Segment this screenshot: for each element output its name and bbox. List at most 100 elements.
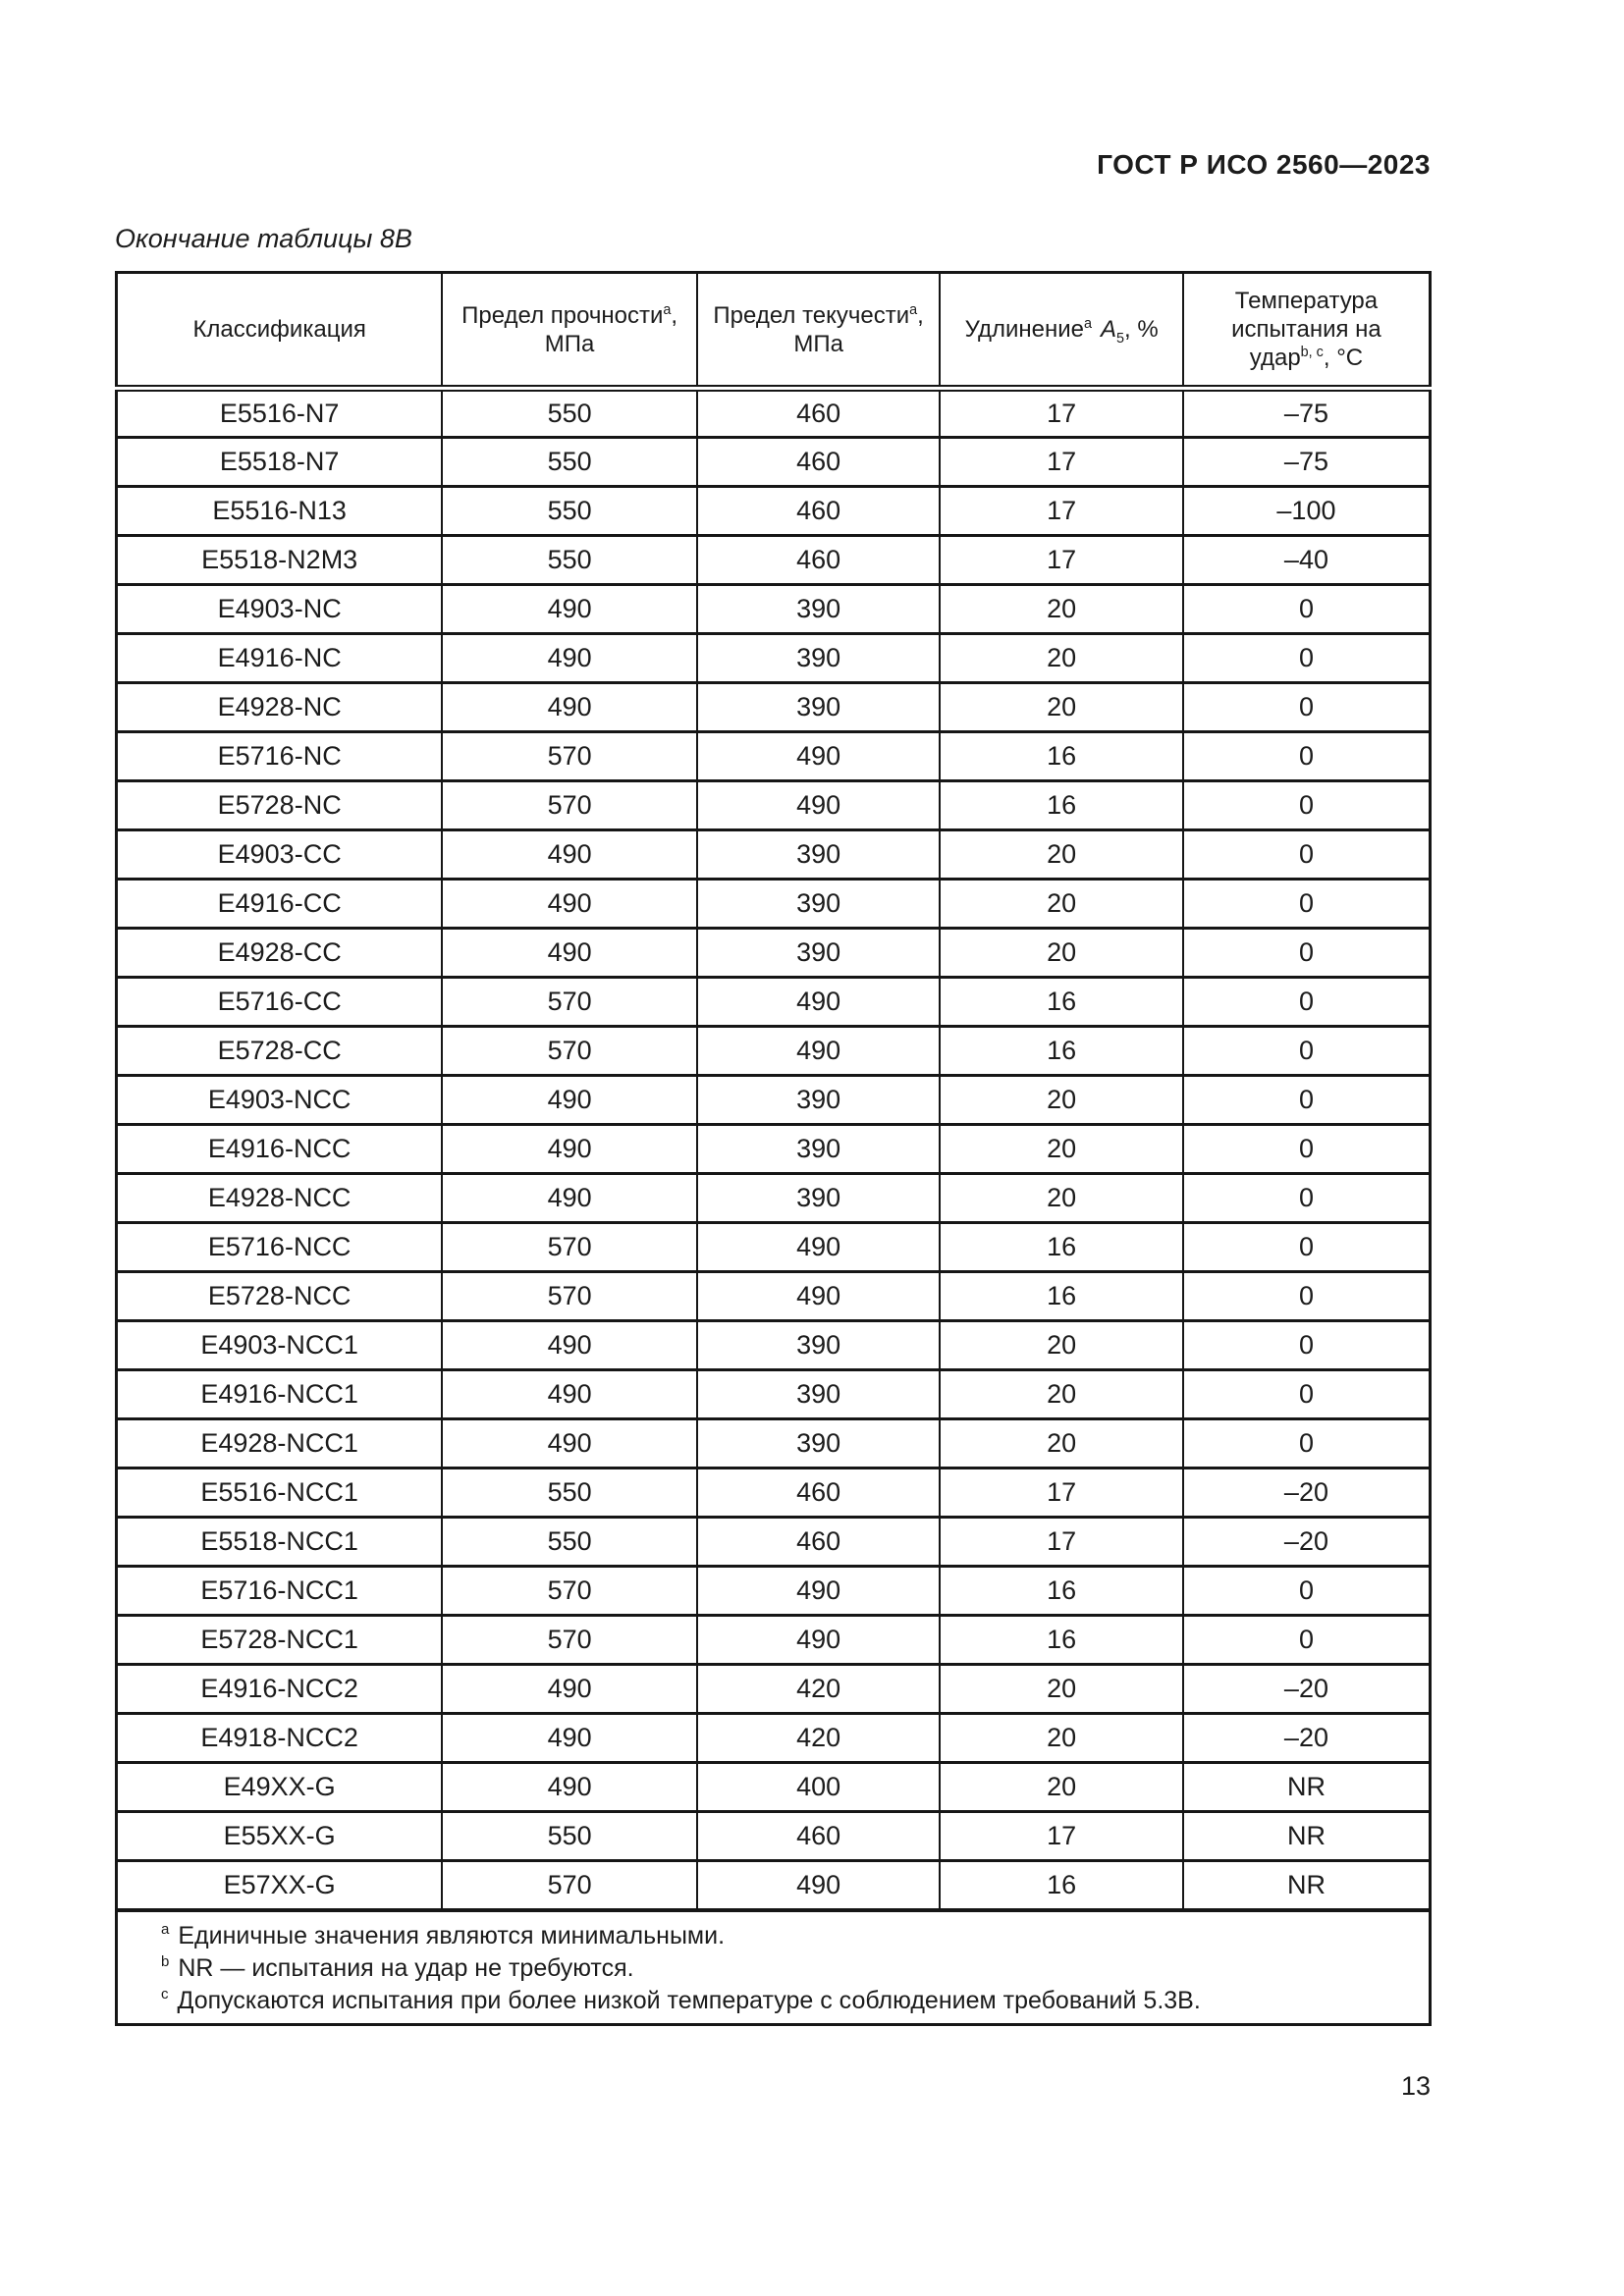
cell-yield-strength: 460	[695, 1810, 942, 1862]
document-header: ГОСТ Р ИСО 2560—2023	[1097, 149, 1431, 180]
cell-tensile-strength: 490	[441, 1319, 698, 1371]
cell-yield-strength: 460	[695, 1467, 942, 1519]
cell-classification: E5518-N7	[115, 436, 444, 488]
table-row: E4928-NCC 490 390 20 0	[115, 1172, 1432, 1224]
cell-impact-temperature: 0	[1181, 583, 1432, 635]
cell-impact-temperature: 0	[1181, 1319, 1432, 1371]
cell-impact-temperature: 0	[1181, 1368, 1432, 1420]
cell-yield-strength: 390	[695, 878, 942, 930]
cell-tensile-strength: 490	[441, 681, 698, 733]
cell-elongation: 16	[939, 1025, 1184, 1077]
cell-tensile-strength: 490	[441, 583, 698, 635]
cell-tensile-strength: 550	[441, 485, 698, 537]
cell-impact-temperature: –100	[1181, 485, 1432, 537]
cell-elongation: 16	[939, 1859, 1184, 1911]
cell-elongation: 17	[939, 436, 1184, 488]
cell-classification: E4903-NCC1	[115, 1319, 444, 1371]
cell-impact-temperature: 0	[1181, 828, 1432, 881]
cell-classification: E5516-NCC1	[115, 1467, 444, 1519]
cell-yield-strength: 490	[695, 1859, 942, 1911]
table-row: E5728-NC 570 490 16 0	[115, 779, 1432, 831]
cell-tensile-strength: 570	[441, 1614, 698, 1666]
cell-elongation: 16	[939, 1270, 1184, 1322]
table-row: E5516-N7 550 460 17 –75	[115, 387, 1432, 439]
cell-yield-strength: 460	[695, 485, 942, 537]
cell-impact-temperature: 0	[1181, 1614, 1432, 1666]
cell-classification: E4916-NC	[115, 632, 444, 684]
cell-classification: E4928-NC	[115, 681, 444, 733]
table-row: E4916-CC 490 390 20 0	[115, 878, 1432, 930]
cell-tensile-strength: 550	[441, 387, 698, 439]
cell-elongation: 17	[939, 1810, 1184, 1862]
cell-elongation: 20	[939, 1417, 1184, 1469]
table-row: E4928-NC 490 390 20 0	[115, 681, 1432, 733]
cell-tensile-strength: 570	[441, 1565, 698, 1617]
table-row: E4928-NCC1 490 390 20 0	[115, 1417, 1432, 1469]
cell-classification: E5716-NC	[115, 730, 444, 782]
cell-elongation: 17	[939, 1467, 1184, 1519]
cell-tensile-strength: 490	[441, 1712, 698, 1764]
cell-elongation: 20	[939, 1761, 1184, 1813]
cell-yield-strength: 390	[695, 1074, 942, 1126]
cell-elongation: 20	[939, 681, 1184, 733]
cell-yield-strength: 460	[695, 1516, 942, 1568]
col-header-tensile-strength: Предел прочностиa, МПа	[441, 271, 698, 392]
cell-elongation: 17	[939, 387, 1184, 439]
page-number: 13	[1400, 2071, 1431, 2101]
cell-tensile-strength: 490	[441, 632, 698, 684]
footnote-text: Единичные значения являются минимальными…	[178, 1921, 726, 1949]
cell-yield-strength: 420	[695, 1712, 942, 1764]
cell-impact-temperature: 0	[1181, 779, 1432, 831]
table-header-row: Классификация Предел прочностиa, МПа Пре…	[115, 271, 1432, 392]
cell-yield-strength: 400	[695, 1761, 942, 1813]
cell-tensile-strength: 550	[441, 1467, 698, 1519]
cell-classification: E4916-NCC	[115, 1123, 444, 1175]
table-row: E4916-NCC2 490 420 20 –20	[115, 1663, 1432, 1715]
table-row: E5518-N7 550 460 17 –75	[115, 436, 1432, 488]
table-row: E5728-NCC1 570 490 16 0	[115, 1614, 1432, 1666]
cell-elongation: 16	[939, 976, 1184, 1028]
col-header-impact-temperature: Температура испытания на ударb, c, °C	[1181, 271, 1432, 392]
table-row: E4903-NC 490 390 20 0	[115, 583, 1432, 635]
table-8b-continuation: Классификация Предел прочностиa, МПа Пре…	[115, 271, 1432, 2026]
cell-elongation: 20	[939, 1712, 1184, 1764]
cell-classification: E4928-NCC	[115, 1172, 444, 1224]
cell-yield-strength: 490	[695, 730, 942, 782]
cell-tensile-strength: 490	[441, 1172, 698, 1224]
cell-tensile-strength: 550	[441, 436, 698, 488]
table-row: E49XX-G 490 400 20 NR	[115, 1761, 1432, 1813]
cell-classification: E5728-NCC1	[115, 1614, 444, 1666]
table-row: E4903-NCC1 490 390 20 0	[115, 1319, 1432, 1371]
table-row: E55XX-G 550 460 17 NR	[115, 1810, 1432, 1862]
cell-yield-strength: 490	[695, 1565, 942, 1617]
table-row: E5716-CC 570 490 16 0	[115, 976, 1432, 1028]
cell-tensile-strength: 570	[441, 1221, 698, 1273]
cell-elongation: 20	[939, 1368, 1184, 1420]
cell-impact-temperature: –20	[1181, 1516, 1432, 1568]
cell-classification: E4928-NCC1	[115, 1417, 444, 1469]
cell-impact-temperature: 0	[1181, 976, 1432, 1028]
cell-impact-temperature: 0	[1181, 632, 1432, 684]
cell-tensile-strength: 490	[441, 1123, 698, 1175]
cell-impact-temperature: 0	[1181, 878, 1432, 930]
cell-elongation: 17	[939, 485, 1184, 537]
table-row: E5516-N13 550 460 17 –100	[115, 485, 1432, 537]
cell-tensile-strength: 490	[441, 828, 698, 881]
cell-impact-temperature: 0	[1181, 1074, 1432, 1126]
cell-impact-temperature: 0	[1181, 927, 1432, 979]
cell-classification: E4903-CC	[115, 828, 444, 881]
cell-yield-strength: 390	[695, 1368, 942, 1420]
cell-elongation: 20	[939, 1319, 1184, 1371]
cell-elongation: 16	[939, 1614, 1184, 1666]
table-row: E4903-CC 490 390 20 0	[115, 828, 1432, 881]
cell-classification: E5518-N2M3	[115, 534, 444, 586]
cell-elongation: 20	[939, 1172, 1184, 1224]
cell-tensile-strength: 550	[441, 1810, 698, 1862]
col-header-elongation: Удлинениеa A5, %	[939, 271, 1184, 392]
cell-yield-strength: 390	[695, 927, 942, 979]
cell-yield-strength: 390	[695, 681, 942, 733]
cell-impact-temperature: 0	[1181, 1565, 1432, 1617]
cell-yield-strength: 490	[695, 779, 942, 831]
footnotes-row: a Единичные значения являются минимальным…	[115, 1907, 1432, 2026]
cell-yield-strength: 390	[695, 583, 942, 635]
